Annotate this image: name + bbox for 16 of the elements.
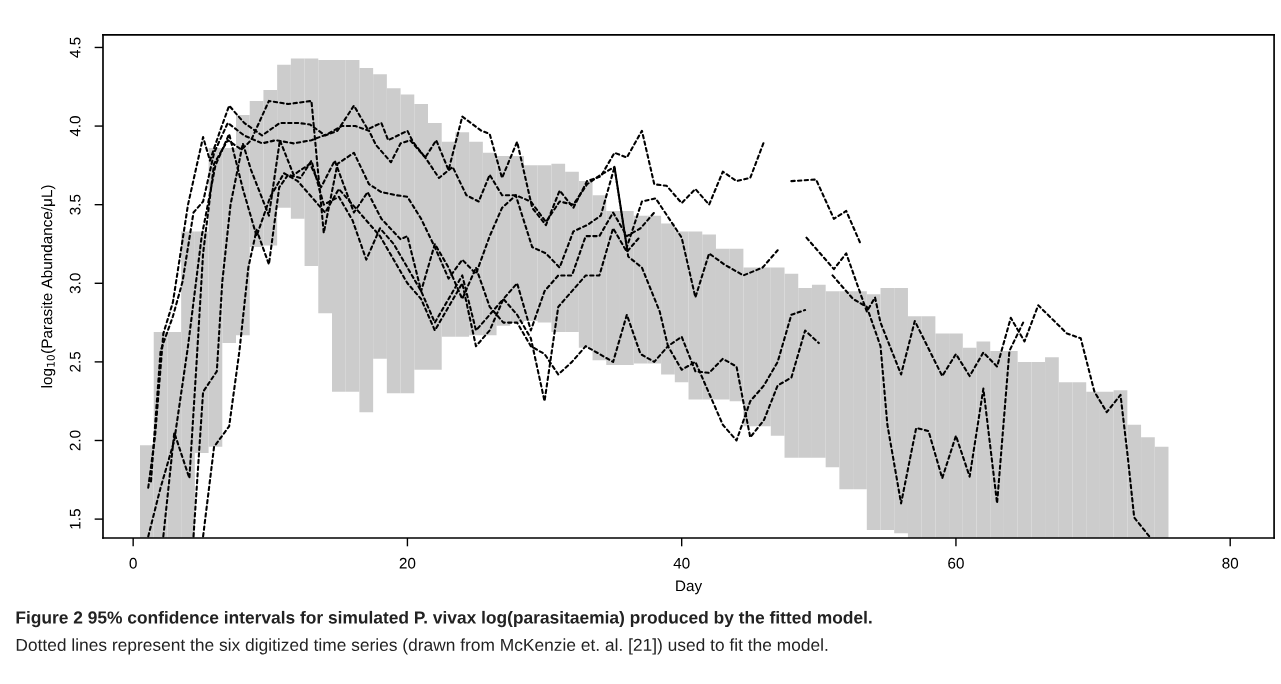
y-tick-label: 4.5 [69, 37, 81, 58]
y-tick-label: 1.5 [69, 509, 81, 529]
x-tick-label: 0 [129, 557, 137, 569]
x-tick-label: 60 [948, 557, 964, 569]
y-tick-label: 3.5 [69, 194, 81, 215]
y-tick-label: 2.0 [69, 430, 81, 451]
caption: Figure 2 95% confidence intervals for simulated P. vivax log(parasitaemia) produced by the fitted model. [16, 610, 872, 628]
x-tick-label: 80 [1222, 557, 1239, 569]
x-axis-title: Day [676, 580, 703, 595]
y-tick-label: 3.0 [69, 273, 81, 294]
x-tick-label: 20 [399, 557, 416, 569]
text: Dotted lines represent the six digitized time series (drawn from McKenzie et. al. [21]) used to fit the model. [16, 638, 828, 655]
y-tick-label: 4.0 [69, 116, 81, 137]
y-axis-title: log$_{10}$(Parasite Abundance/μL) [41, 185, 56, 388]
x-tick-label: 40 [673, 557, 690, 569]
y-tick-label: 2.5 [69, 351, 81, 372]
